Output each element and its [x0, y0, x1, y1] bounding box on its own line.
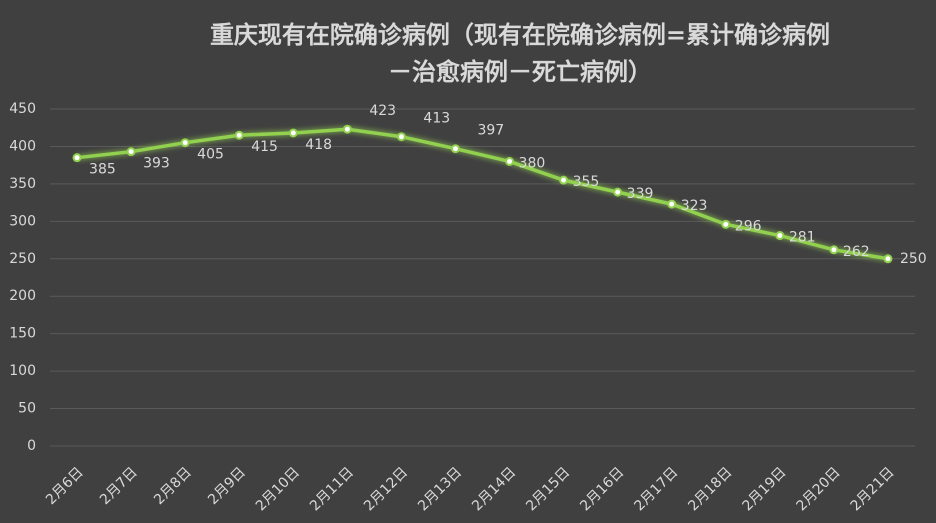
- x-tick-label: 2月6日: [43, 464, 87, 508]
- y-tick-label: 0: [27, 438, 36, 454]
- data-label: 339: [627, 186, 654, 202]
- data-label: 423: [369, 103, 396, 119]
- y-tick-label: 100: [9, 363, 36, 379]
- data-label: 250: [900, 251, 927, 267]
- data-label: 405: [197, 147, 224, 163]
- data-label: 262: [843, 244, 870, 260]
- x-tick-label: 2月13日: [415, 464, 465, 514]
- data-point: [829, 245, 839, 255]
- data-label: 281: [789, 230, 816, 246]
- data-point: [613, 187, 623, 197]
- chart-title: －治愈病例－死亡病例）: [388, 58, 652, 86]
- data-label: 385: [89, 162, 116, 178]
- data-label: 413: [423, 111, 450, 127]
- y-tick-label: 50: [18, 401, 36, 417]
- x-tick-label: 2月20日: [794, 464, 844, 514]
- data-point: [288, 128, 298, 138]
- data-point: [342, 124, 352, 134]
- data-label: 355: [573, 174, 600, 190]
- y-tick-label: 200: [9, 288, 36, 304]
- data-point: [667, 199, 677, 209]
- y-tick-label: 400: [9, 138, 36, 154]
- x-tick-label: 2月17日: [631, 464, 681, 514]
- y-tick-label: 350: [9, 176, 36, 192]
- data-point: [72, 153, 82, 163]
- y-tick-label: 250: [9, 251, 36, 267]
- y-tick-label: 150: [9, 326, 36, 342]
- data-label: 296: [735, 218, 762, 234]
- data-label: 323: [681, 198, 708, 214]
- data-label: 393: [143, 156, 170, 172]
- x-tick-label: 2月8日: [151, 464, 195, 508]
- data-label: 418: [305, 137, 332, 153]
- data-point: [450, 144, 460, 154]
- x-tick-label: 2月9日: [205, 464, 249, 508]
- x-tick-label: 2月15日: [523, 464, 573, 514]
- x-tick-label: 2月21日: [848, 464, 898, 514]
- x-tick-label: 2月18日: [685, 464, 735, 514]
- x-tick-label: 2月11日: [307, 464, 357, 514]
- data-point: [883, 254, 893, 264]
- x-tick-label: 2月19日: [739, 464, 789, 514]
- data-point: [396, 132, 406, 142]
- data-label: 397: [477, 123, 504, 139]
- x-tick-label: 2月14日: [469, 464, 519, 514]
- data-point: [234, 130, 244, 140]
- data-label: 380: [519, 155, 546, 171]
- y-tick-label: 300: [9, 213, 36, 229]
- data-line: [76, 127, 889, 261]
- data-point: [721, 219, 731, 229]
- data-label: 415: [251, 139, 278, 155]
- data-point: [505, 156, 515, 166]
- data-point: [126, 147, 136, 157]
- data-point: [775, 231, 785, 241]
- x-tick-label: 2月10日: [253, 464, 303, 514]
- y-tick-label: 450: [9, 101, 36, 117]
- data-point: [559, 175, 569, 185]
- x-tick-label: 2月16日: [577, 464, 627, 514]
- data-point: [180, 138, 190, 148]
- x-tick-label: 2月12日: [361, 464, 411, 514]
- x-tick-label: 2月7日: [97, 464, 141, 508]
- chart-title: 重庆现有在院确诊病例（现有在院确诊病例=累计确诊病例: [210, 21, 830, 49]
